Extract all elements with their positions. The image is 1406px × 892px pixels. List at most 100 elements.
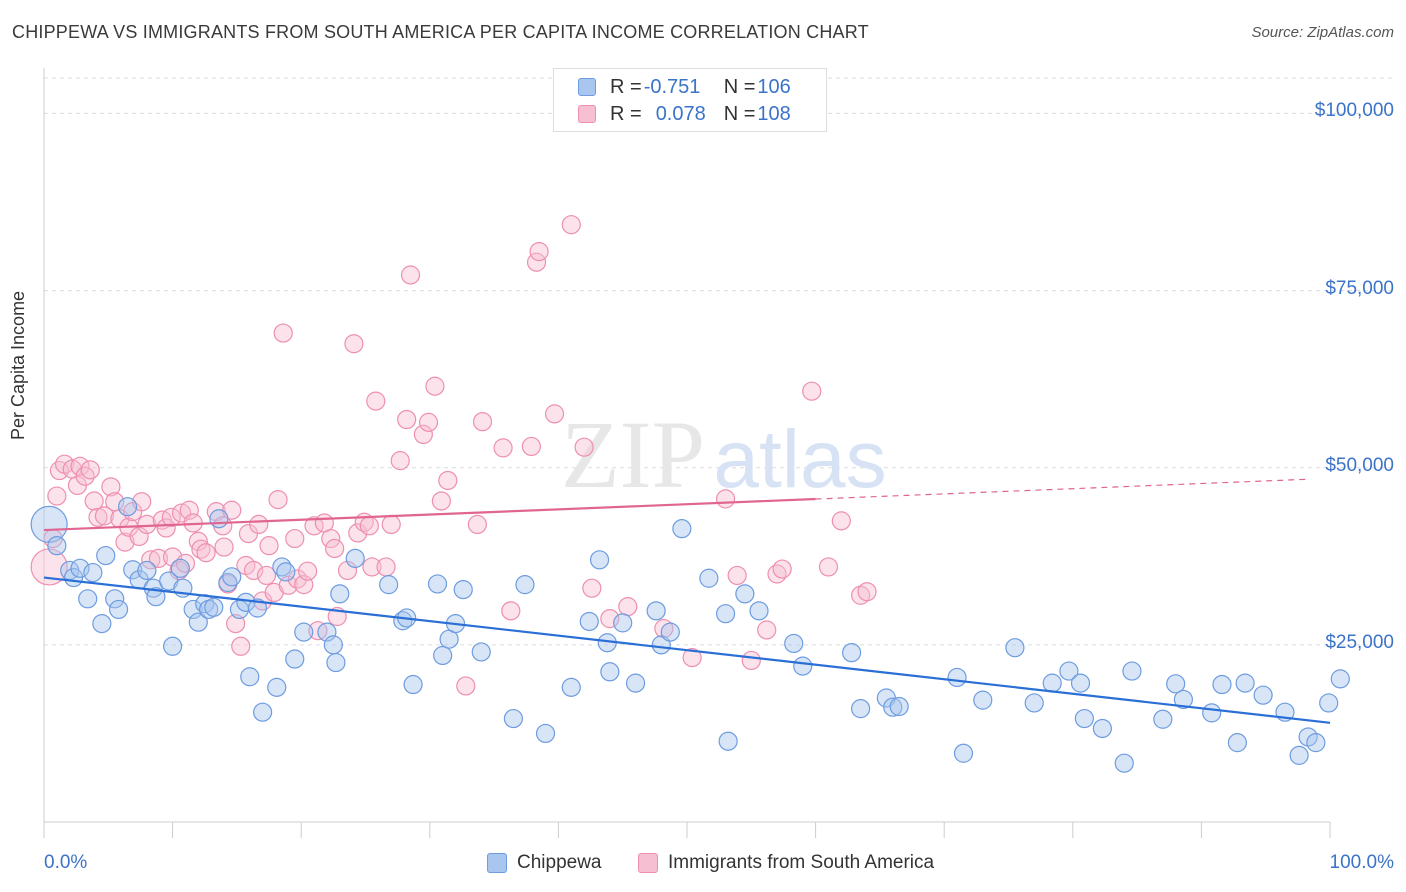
data-point xyxy=(129,526,149,547)
data-point xyxy=(362,557,382,577)
data-point xyxy=(1024,693,1044,713)
data-point xyxy=(325,538,345,559)
data-point xyxy=(431,491,451,511)
data-point xyxy=(561,677,581,697)
legend-r-value: 0.078 xyxy=(655,102,706,125)
data-point xyxy=(1122,661,1142,681)
data-point xyxy=(344,334,364,354)
data-point xyxy=(1253,685,1273,705)
data-point xyxy=(273,323,293,343)
legend-swatch-immigrants xyxy=(638,853,658,873)
data-point xyxy=(214,537,234,557)
data-point xyxy=(298,561,318,581)
stats-legend: R = -0.751 N = 106 R = 0.078 N = 108 xyxy=(553,68,827,132)
data-point xyxy=(574,437,594,457)
data-point xyxy=(115,532,135,552)
legend-label-chippewa: Chippewa xyxy=(517,852,602,873)
data-point xyxy=(123,560,143,580)
data-point xyxy=(883,697,903,717)
data-point xyxy=(247,598,268,618)
data-point xyxy=(47,536,67,556)
data-point xyxy=(88,507,108,527)
legend-r-label: R = xyxy=(610,75,642,98)
data-point xyxy=(1330,669,1350,689)
data-point xyxy=(183,599,203,620)
data-point xyxy=(818,557,839,577)
data-point xyxy=(1319,693,1339,713)
data-point xyxy=(337,560,358,581)
data-point xyxy=(132,492,152,512)
data-point xyxy=(1114,753,1134,773)
data-point xyxy=(433,645,453,666)
data-point xyxy=(456,676,476,696)
data-point xyxy=(535,723,556,744)
data-point xyxy=(613,613,633,633)
legend-n-label: N = xyxy=(723,75,756,98)
data-point xyxy=(1212,674,1232,695)
data-point xyxy=(741,650,761,671)
data-point xyxy=(715,489,736,509)
data-point xyxy=(699,568,719,588)
legend-r-label: R = xyxy=(610,102,642,125)
trend-line-solid xyxy=(43,497,816,532)
data-point xyxy=(163,636,183,656)
legend-n-label: N = xyxy=(723,102,756,125)
data-point xyxy=(857,582,877,602)
trend-line-dashed xyxy=(815,478,1311,500)
data-point xyxy=(191,539,211,559)
data-point xyxy=(326,652,346,673)
data-point xyxy=(403,674,423,695)
chart-source: Source: ZipAtlas.com xyxy=(1251,24,1394,41)
data-point xyxy=(618,596,638,617)
data-point xyxy=(1059,661,1079,681)
data-point xyxy=(348,523,368,543)
data-point xyxy=(453,579,473,600)
data-point xyxy=(94,506,115,526)
x-tick-label-max: 100.0% xyxy=(1329,852,1394,873)
legend-swatch-immigrants xyxy=(578,105,596,123)
data-point xyxy=(188,612,208,632)
watermark-zip: ZIP xyxy=(561,401,705,508)
data-point xyxy=(973,690,993,710)
data-point xyxy=(1306,733,1326,753)
data-point xyxy=(793,656,813,676)
data-point xyxy=(249,514,269,535)
data-point xyxy=(137,514,157,535)
trend-lines xyxy=(43,478,1331,724)
data-point xyxy=(78,589,98,609)
data-point xyxy=(117,497,138,517)
data-point xyxy=(529,242,549,262)
data-point xyxy=(137,560,157,581)
data-point xyxy=(148,548,169,569)
y-tick-label: $50,000 xyxy=(1325,454,1394,476)
data-point xyxy=(544,404,565,424)
data-point xyxy=(226,613,246,634)
data-point xyxy=(493,438,513,458)
data-point xyxy=(1005,638,1025,658)
data-point xyxy=(70,456,90,476)
data-point xyxy=(84,491,104,511)
legend-item-immigrants: Immigrants from South America xyxy=(638,852,934,874)
data-point xyxy=(1235,673,1255,693)
y-tick-label: $25,000 xyxy=(1325,631,1394,653)
data-point xyxy=(345,548,365,569)
data-point xyxy=(240,667,260,687)
data-point xyxy=(170,558,190,578)
data-point xyxy=(96,545,116,566)
data-point xyxy=(672,519,692,539)
data-point xyxy=(1153,709,1173,729)
data-point xyxy=(727,565,747,586)
data-point xyxy=(156,518,176,538)
data-point xyxy=(196,543,216,563)
data-point xyxy=(1173,689,1193,710)
data-point xyxy=(256,565,277,586)
data-point xyxy=(1166,674,1186,694)
data-point xyxy=(222,567,242,587)
data-point xyxy=(267,677,287,697)
data-point xyxy=(285,649,305,669)
data-point xyxy=(146,587,166,607)
data-point xyxy=(646,601,666,621)
data-point xyxy=(75,466,95,486)
data-point xyxy=(30,548,68,586)
